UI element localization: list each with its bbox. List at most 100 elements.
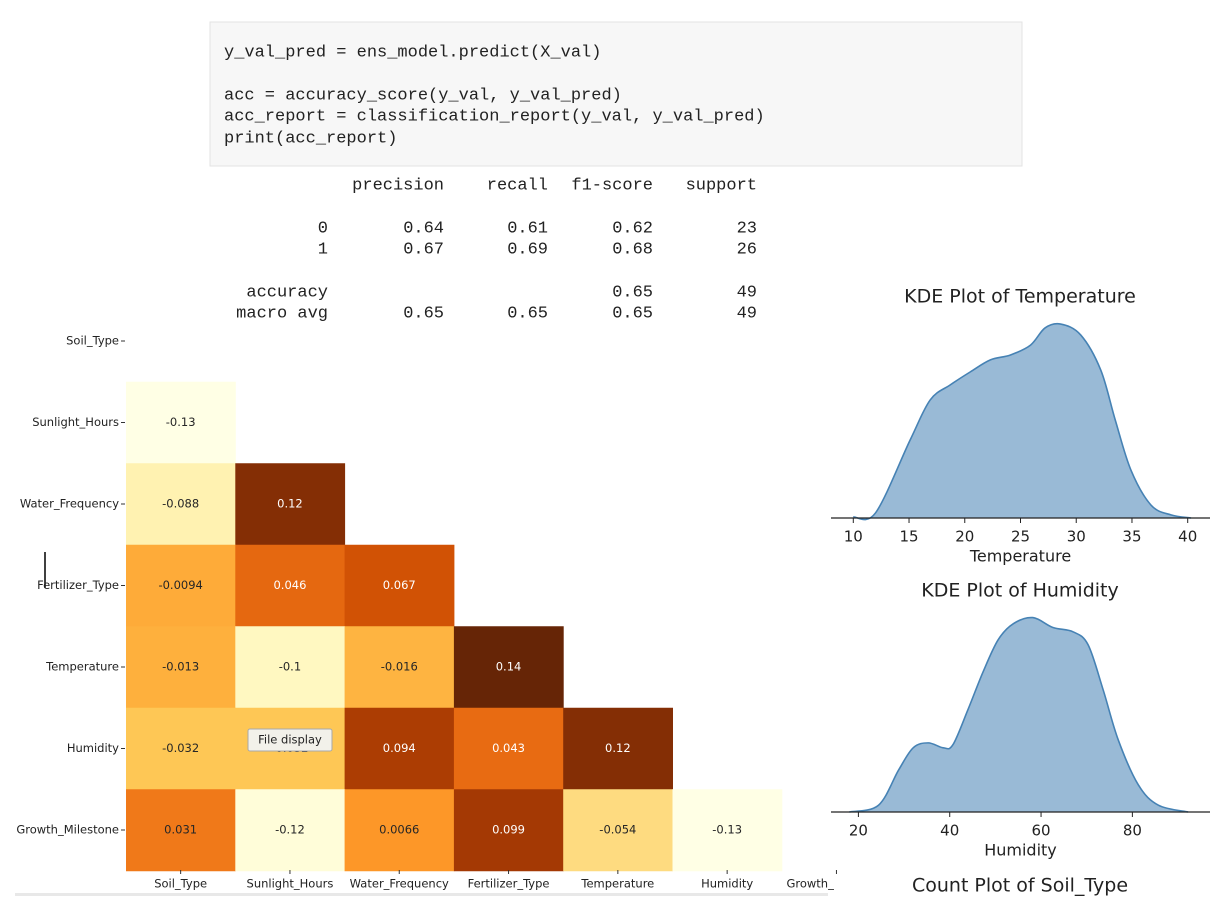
report-cell: 0.69 xyxy=(507,240,548,259)
heatmap-cell xyxy=(126,707,236,790)
x-tick-label: 20 xyxy=(955,528,974,546)
report-header: recall xyxy=(487,176,548,195)
column-label: Soil_Type xyxy=(154,877,207,891)
row-label: Temperature xyxy=(45,660,119,674)
cell-label: 0.046 xyxy=(273,578,306,592)
report-label: accuracy xyxy=(246,283,328,302)
x-tick-label: 15 xyxy=(899,528,918,546)
report-cell: 0.65 xyxy=(507,304,548,323)
x-tick-label: 30 xyxy=(1067,528,1086,546)
report-label: macro avg xyxy=(236,304,328,323)
cell-label: 0.0066 xyxy=(379,823,419,837)
heatmap-cell xyxy=(126,381,236,464)
report-cell: 49 xyxy=(737,283,757,302)
chart-title: KDE Plot of Humidity xyxy=(921,580,1119,602)
x-axis-label: Temperature xyxy=(969,547,1071,566)
cell-label: -0.013 xyxy=(162,660,199,674)
tooltip: File display xyxy=(258,733,322,747)
report-header: precision xyxy=(352,176,444,195)
column-label: Humidity xyxy=(701,877,753,891)
report-cell: 0.64 xyxy=(403,219,444,238)
x-tick-label: 80 xyxy=(1123,822,1142,840)
report-cell: 0.62 xyxy=(612,219,653,238)
cell-label: 0.14 xyxy=(496,660,522,674)
report-cell: 0.65 xyxy=(612,283,653,302)
code-line: print(acc_report) xyxy=(224,129,397,148)
heatmap-cell xyxy=(235,463,346,546)
cell-label: 0.12 xyxy=(277,497,303,511)
heatmap-cell xyxy=(344,626,455,709)
report-cell: 26 xyxy=(737,240,757,259)
kde-line xyxy=(849,616,1189,813)
heatmap-cell xyxy=(344,544,455,627)
x-tick-label: 40 xyxy=(1178,528,1197,546)
x-tick-label: 35 xyxy=(1122,528,1141,546)
x-tick-label: 10 xyxy=(844,528,863,546)
report-cell: 0.65 xyxy=(612,304,653,323)
row-label: Water_Frequency xyxy=(20,497,119,511)
cell-label: -0.016 xyxy=(381,660,418,674)
tooltip-box xyxy=(247,728,333,752)
row-label: Growth_Milestone xyxy=(16,823,119,837)
cell-label: -0.0094 xyxy=(158,578,202,592)
code-line: acc = accuracy_score(y_val, y_val_pred) xyxy=(224,86,622,105)
heatmap-cell xyxy=(235,626,346,709)
cell-label: 0.094 xyxy=(383,741,416,755)
cell-label: 0.099 xyxy=(492,823,525,837)
kde-area xyxy=(849,617,1189,812)
kde-area xyxy=(853,323,1192,520)
code-line: y_val_pred = ens_model.predict(X_val) xyxy=(224,43,601,62)
cell-label: -0.054 xyxy=(599,823,636,837)
report-label: 0 xyxy=(318,219,328,238)
report-header: support xyxy=(686,176,757,195)
chart-title: KDE Plot of Temperature xyxy=(904,286,1136,308)
heatmap-cell xyxy=(453,626,564,709)
heatmap-cell xyxy=(235,544,346,627)
row-label: Soil_Type xyxy=(66,334,119,348)
report-cell: 0.67 xyxy=(403,240,444,259)
heatmap-cell xyxy=(235,789,346,872)
heatmap-cell xyxy=(453,789,564,872)
x-tick-label: 25 xyxy=(1011,528,1030,546)
column-label: Sunlight_Hours xyxy=(247,877,334,891)
row-label: Humidity xyxy=(67,741,119,755)
report-cell: 49 xyxy=(737,304,757,323)
cell-label: -0.13 xyxy=(166,415,196,429)
column-label: Temperature xyxy=(580,877,654,891)
x-axis-label: Humidity xyxy=(984,841,1057,860)
column-label: Growth_ xyxy=(786,877,834,891)
kde-line xyxy=(853,322,1192,521)
cell-label: -0.088 xyxy=(162,497,199,511)
cell-label: 0.067 xyxy=(383,578,416,592)
cell-label: 0.043 xyxy=(492,741,525,755)
heatmap-cell xyxy=(453,707,564,790)
x-tick-label: 20 xyxy=(849,822,868,840)
code-cell[interactable] xyxy=(209,21,1023,167)
cell-label: 0.031 xyxy=(164,823,197,837)
cell-label: 0.12 xyxy=(605,741,631,755)
row-label: Sunlight_Hours xyxy=(32,415,119,429)
column-label: Water_Frequency xyxy=(350,877,449,891)
row-label: Fertilizer_Type xyxy=(37,578,119,592)
report-label: 1 xyxy=(318,240,328,259)
cell-label: -0.12 xyxy=(275,823,305,837)
report-header: f1-score xyxy=(571,176,653,195)
heatmap-cell xyxy=(126,789,236,872)
report-cell: 0.61 xyxy=(507,219,548,238)
x-tick-label: 60 xyxy=(1032,822,1051,840)
heatmap-cell xyxy=(344,789,455,872)
report-cell: 0.65 xyxy=(403,304,444,323)
heatmap-cell xyxy=(563,789,673,872)
x-tick-label: 40 xyxy=(940,822,959,840)
cell-label: -0.1 xyxy=(279,660,301,674)
report-cell: 23 xyxy=(737,219,757,238)
heatmap-cell xyxy=(126,544,236,627)
chart-title: Count Plot of Soil_Type xyxy=(912,875,1128,897)
heatmap-cell xyxy=(126,463,236,546)
cell-label: -0.13 xyxy=(712,823,742,837)
heatmap-cell xyxy=(563,707,673,790)
code-line: acc_report = classification_report(y_val… xyxy=(224,107,765,126)
scrollbar[interactable] xyxy=(15,893,828,896)
heatmap-cell xyxy=(126,626,236,709)
